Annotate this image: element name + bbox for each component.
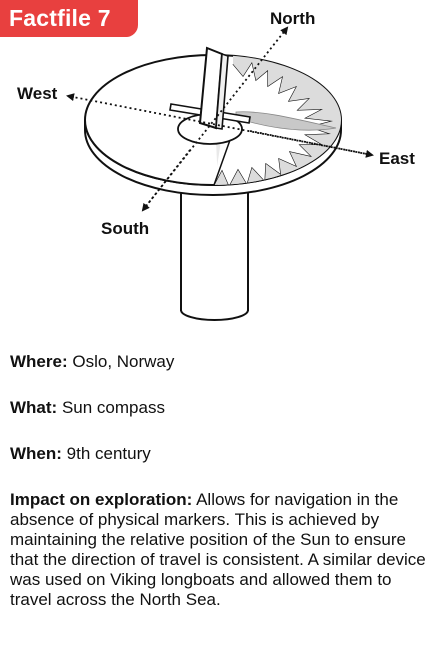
fact-when-label: When: xyxy=(10,444,62,463)
label-east: East xyxy=(379,149,415,168)
fact-when-value: 9th century xyxy=(66,444,151,463)
fact-what: What: Sun compass xyxy=(10,398,435,418)
label-west: West xyxy=(17,84,58,103)
compass-pillar xyxy=(180,185,249,321)
east-west-axis xyxy=(66,93,373,156)
fact-impact-label: Impact on exploration: xyxy=(10,490,193,509)
meridian-line xyxy=(213,139,231,186)
fact-what-label: What: xyxy=(10,398,58,417)
fact-where: Where: Oslo, Norway xyxy=(10,352,435,372)
fact-what-value: Sun compass xyxy=(61,398,165,417)
fact-when: When: 9th century xyxy=(10,444,435,464)
gnomon xyxy=(198,46,229,130)
fact-impact: Impact on exploration: Allows for naviga… xyxy=(10,490,435,610)
factfile-badge: Factfile 7 xyxy=(0,0,138,37)
fact-where-label: Where: xyxy=(10,352,68,371)
fact-impact-value: Allows for navigation in the absence of … xyxy=(10,490,426,609)
label-south: South xyxy=(101,219,149,238)
label-north: North xyxy=(270,9,315,28)
east-arrow xyxy=(249,130,374,158)
sun-compass-diagram: North East South West xyxy=(17,9,415,321)
factfile-title: Factfile 7 xyxy=(9,5,111,31)
fact-where-value: Oslo, Norway xyxy=(72,352,175,371)
north-south-axis xyxy=(142,26,289,211)
